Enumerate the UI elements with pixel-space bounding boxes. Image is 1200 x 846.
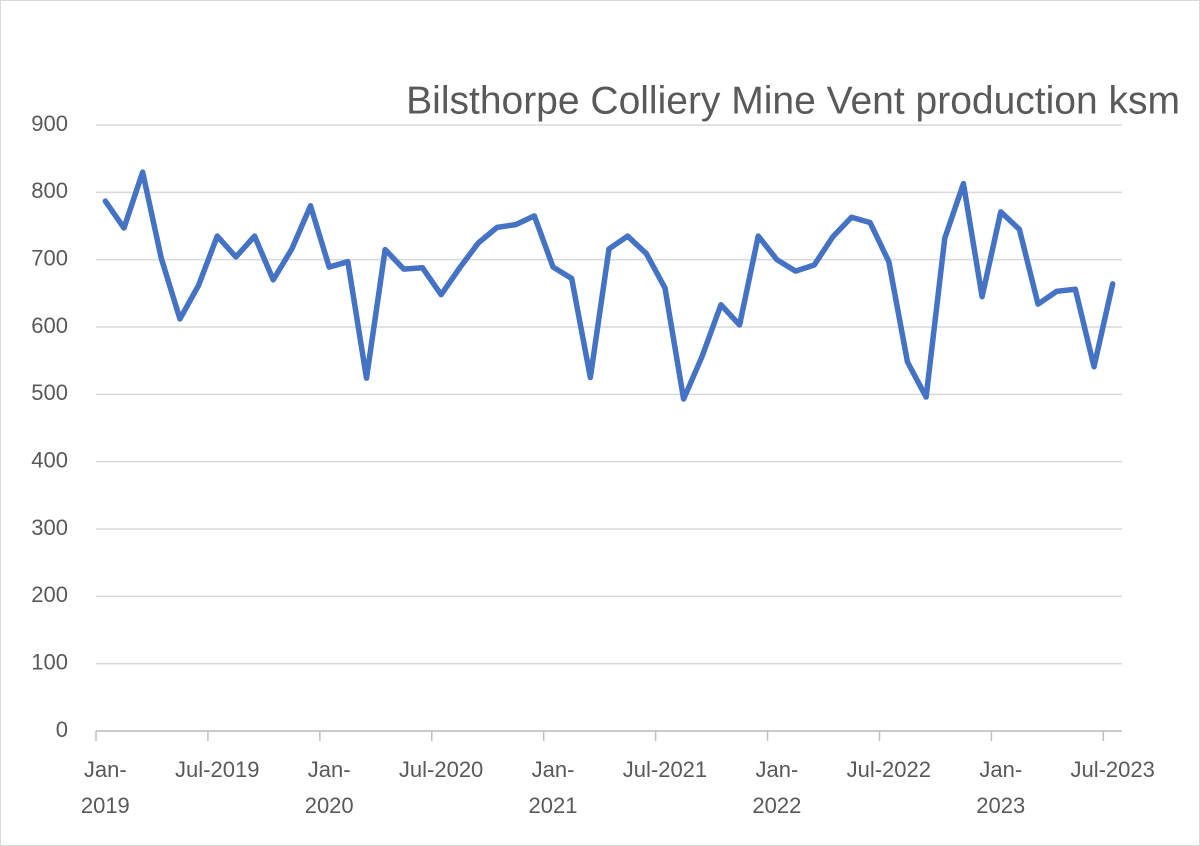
x-tick-label: Jan-2023: [976, 757, 1025, 818]
x-tick-label: Jul-2022: [847, 757, 931, 782]
x-tick-label: Jan-2020: [305, 757, 354, 818]
x-tick-label: Jul-2019: [175, 757, 259, 782]
y-tick-label: 800: [31, 178, 68, 203]
y-tick-label: 400: [31, 447, 68, 472]
y-tick-label: 500: [31, 380, 68, 405]
x-tick-label: Jul-2023: [1070, 757, 1154, 782]
y-tick-label: 200: [31, 582, 68, 607]
x-tick-label: Jan-2021: [529, 757, 578, 818]
y-tick-label: 0: [56, 717, 68, 742]
x-tick-label: Jan-2019: [81, 757, 130, 818]
y-tick-label: 900: [31, 111, 68, 136]
x-tick-label: Jul-2021: [623, 757, 707, 782]
y-tick-label: 100: [31, 649, 68, 674]
chart-title: Bilsthorpe Colliery Mine Vent production…: [406, 79, 1180, 122]
data-line: [102, 169, 1116, 402]
y-tick-label: 700: [31, 245, 68, 270]
x-tick-label: Jan-2022: [752, 757, 801, 818]
y-tick-label: 300: [31, 515, 68, 540]
x-tick-label: Jul-2020: [399, 757, 483, 782]
y-tick-label: 600: [31, 313, 68, 338]
